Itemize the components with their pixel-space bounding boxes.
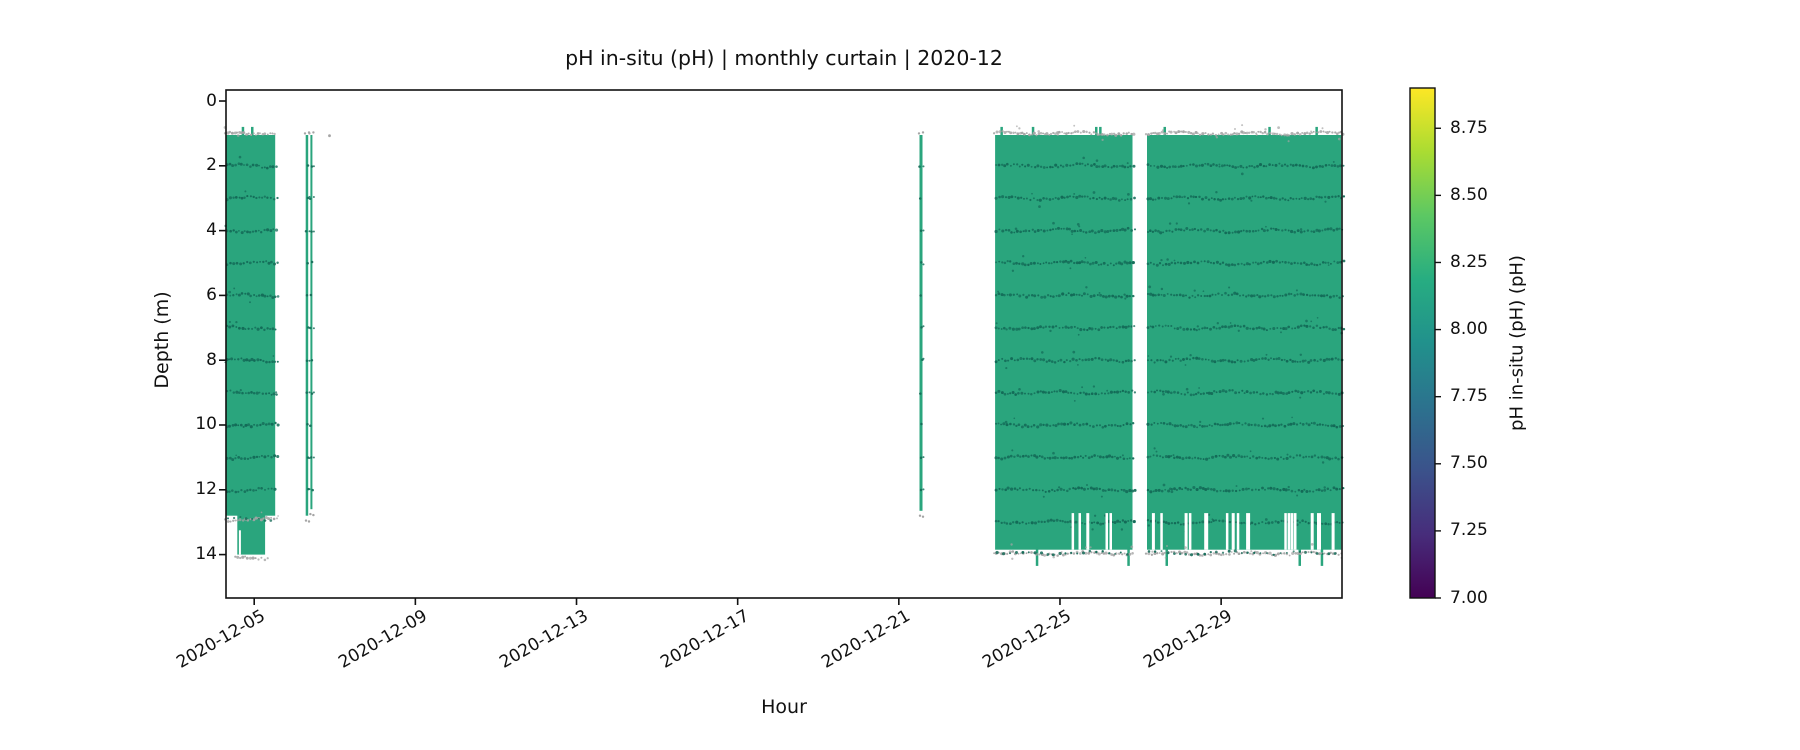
- y-tick-label: 4: [206, 220, 217, 241]
- data-strip: [310, 135, 313, 510]
- y-tick-label: 14: [195, 544, 217, 565]
- x-axis-label: Hour: [761, 696, 807, 718]
- colorbar-tick-label: 8.25: [1450, 251, 1488, 272]
- colorbar-gradient: [1410, 88, 1435, 598]
- colorbar-frame: [1409, 87, 1436, 599]
- y-tick-label: 12: [195, 479, 217, 500]
- data-strip: [305, 135, 309, 516]
- data-block: [995, 135, 1133, 550]
- colorbar-tick-label: 8.50: [1450, 184, 1488, 205]
- plot-frame: [225, 89, 1343, 599]
- y-tick-label: 10: [195, 414, 217, 435]
- y-tick-label: 6: [206, 284, 217, 305]
- colorbar-label: pH in-situ (pH) (pH): [1506, 255, 1528, 431]
- colorbar-tick-label: 7.00: [1450, 587, 1488, 608]
- colorbar-tick-label: 8.75: [1450, 117, 1488, 138]
- data-strip: [919, 135, 923, 511]
- y-tick-label: 2: [206, 155, 217, 176]
- y-axis-label: Depth (m): [151, 291, 173, 389]
- colorbar-tick-label: 7.75: [1450, 386, 1488, 407]
- chart-title: pH in-situ (pH) | monthly curtain | 2020…: [565, 46, 1003, 70]
- data-block-tail: [237, 514, 266, 555]
- plot-content: [223, 124, 1346, 566]
- data-block: [1147, 135, 1342, 550]
- colorbar-tick-label: 7.50: [1450, 453, 1488, 474]
- y-tick-label: 8: [206, 349, 217, 370]
- colorbar-tick-label: 7.25: [1450, 520, 1488, 541]
- y-tick-label: 0: [206, 90, 217, 111]
- colorbar-tick-label: 8.00: [1450, 319, 1488, 340]
